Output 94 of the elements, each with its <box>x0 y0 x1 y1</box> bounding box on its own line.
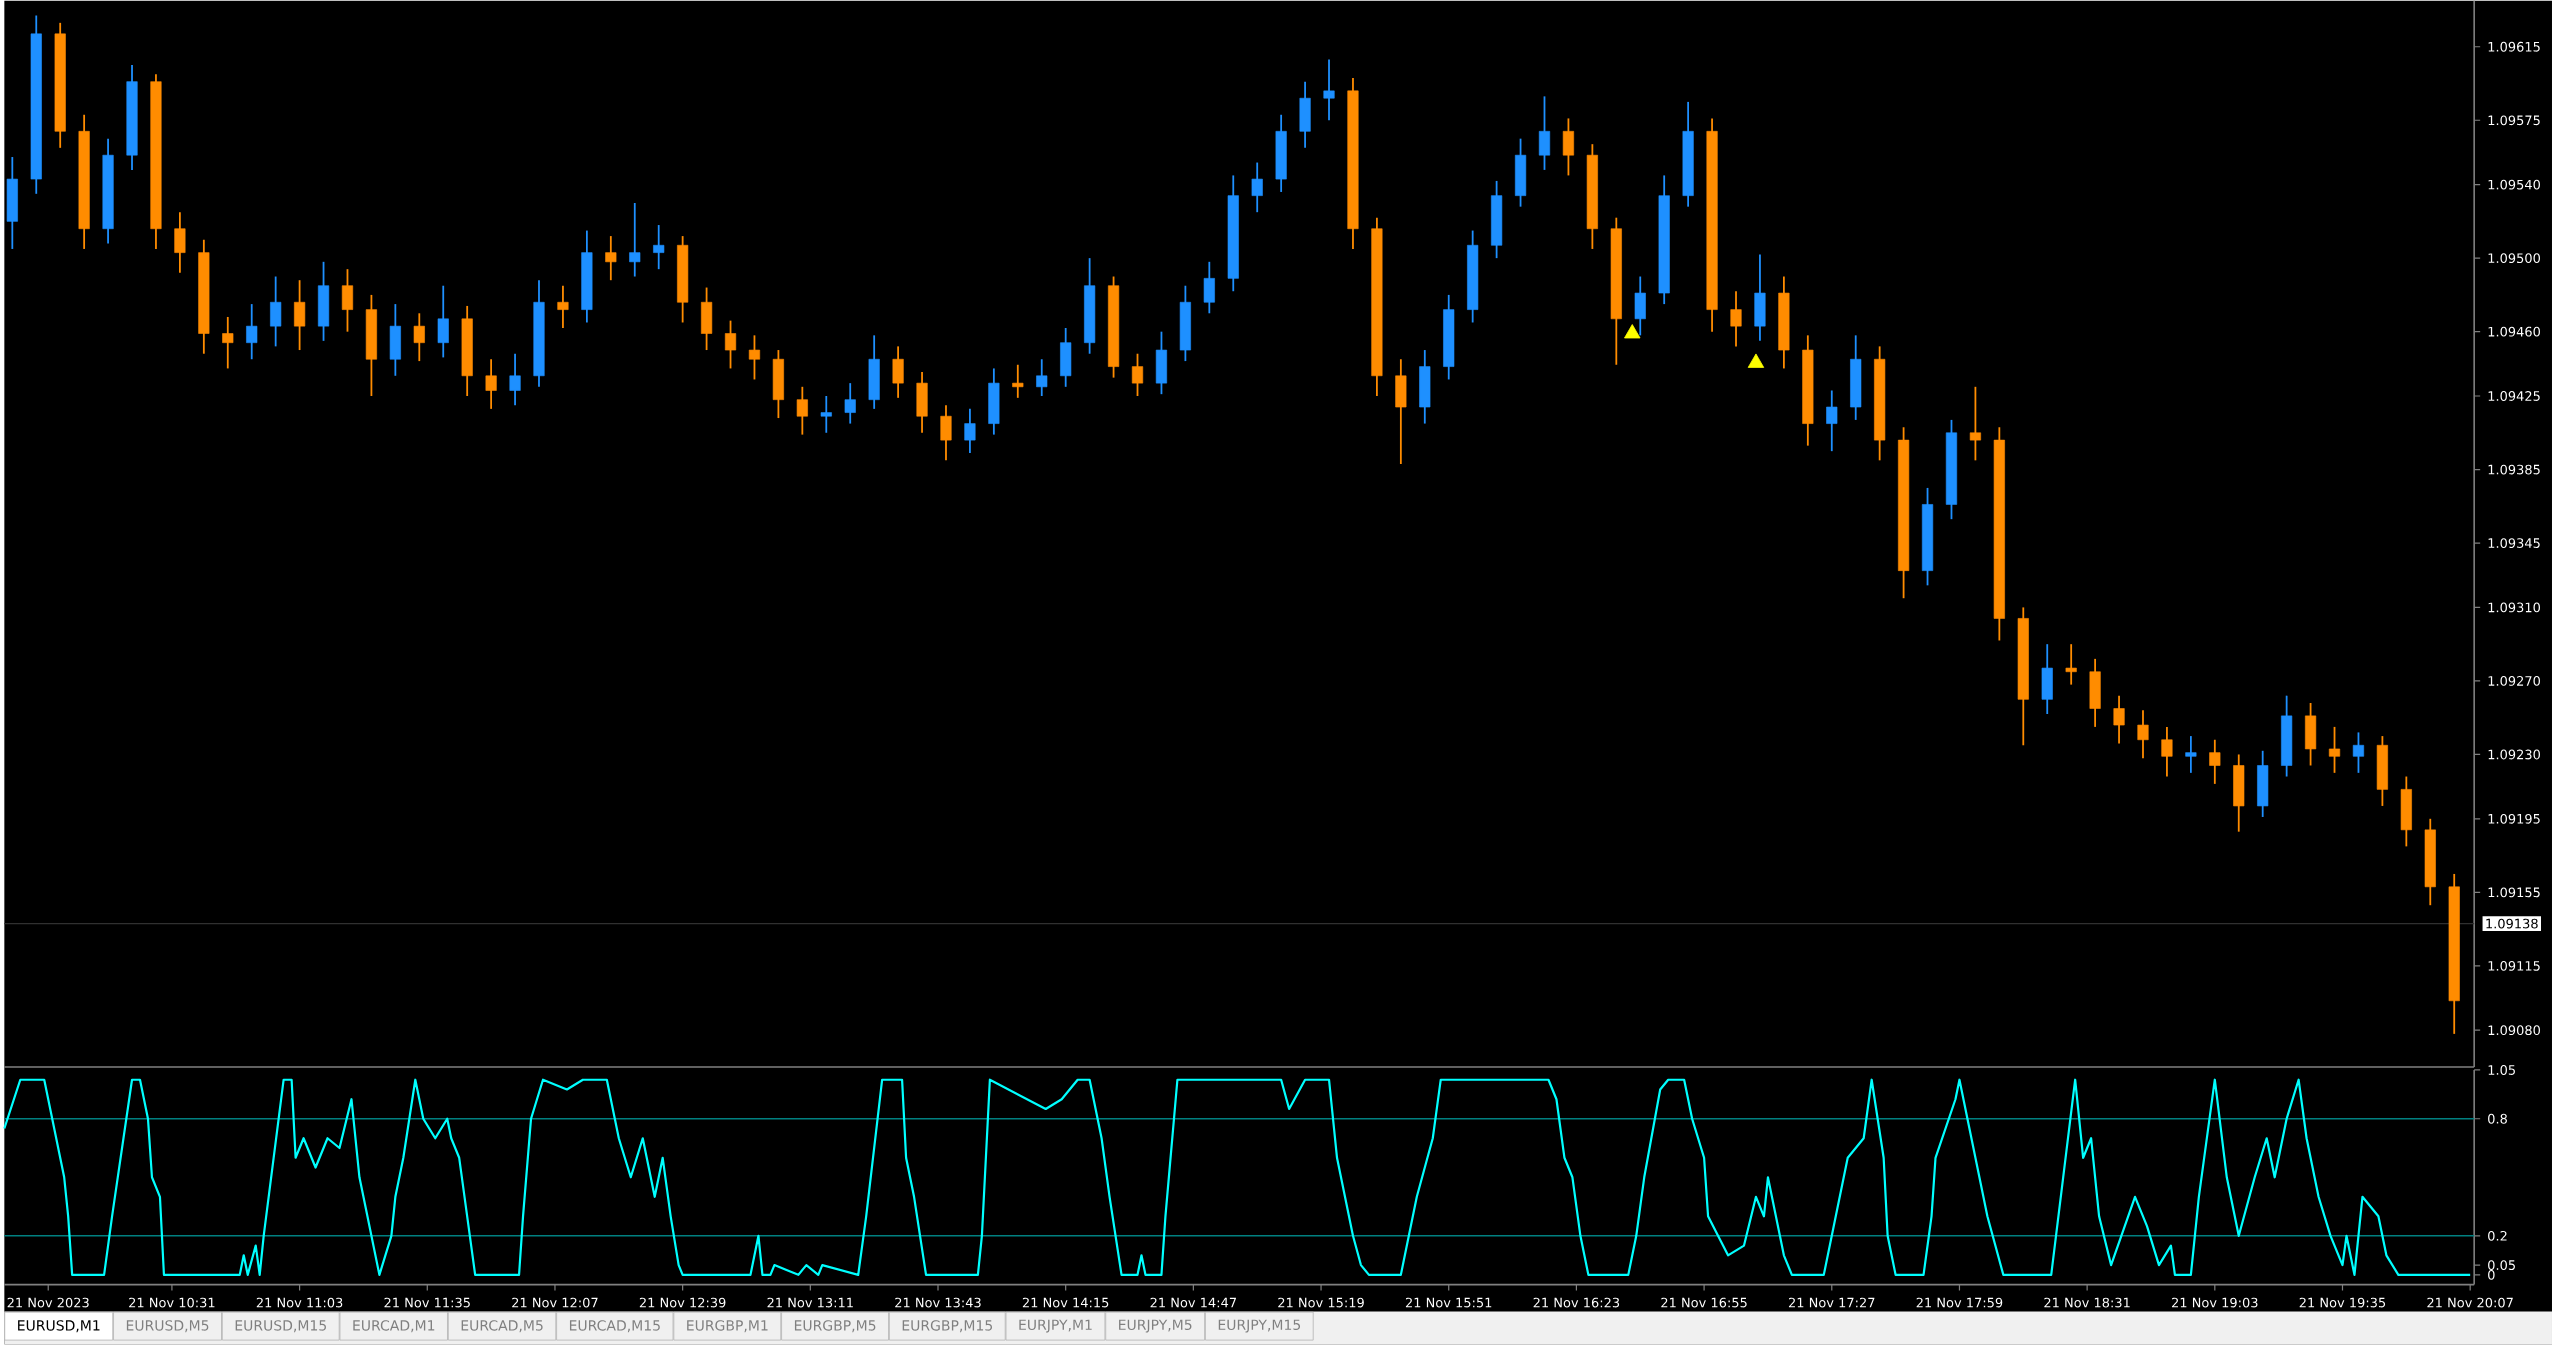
y-tick-label: 1.09615 <box>2488 42 2540 52</box>
candlestick <box>1131 353 1144 398</box>
text: EURCAD,M1 <box>353 1320 435 1333</box>
candlestick <box>796 386 808 436</box>
candlestick <box>246 303 258 361</box>
x-tick-label: 21 Nov 16:55 <box>1661 1297 1747 1308</box>
candlestick <box>557 285 569 330</box>
candlestick <box>892 345 904 399</box>
candlestick <box>605 235 617 282</box>
x-tick-label: 21 Nov 19:03 <box>2172 1297 2258 1308</box>
candlestick <box>2113 694 2125 745</box>
x-tick-label: 21 Nov 17:27 <box>1788 1297 1875 1308</box>
candlestick <box>509 353 521 407</box>
candlestick <box>820 395 832 434</box>
candlestick <box>2137 709 2149 760</box>
x-tick-label: 21 Nov 14:47 <box>1150 1297 1236 1308</box>
candlestick <box>174 211 186 274</box>
candlestick <box>294 279 306 352</box>
candlestick <box>1969 386 1981 462</box>
text: EURJPY,M15 <box>1218 1319 1301 1333</box>
text: EURGBP,M1 <box>687 1320 768 1333</box>
y-tick-label: 1.09575 <box>2488 115 2540 126</box>
candlestick <box>1203 261 1215 315</box>
x-tick-label: 21 Nov 17:59 <box>1916 1297 2003 1308</box>
text: EURJPY,M5 <box>1119 1319 1192 1333</box>
y-tick-label: 1.09345 <box>2488 538 2540 549</box>
candlestick <box>2161 726 2173 778</box>
candlestick <box>2328 726 2341 774</box>
x-tick-label: 21 Nov 10:31 <box>129 1297 215 1308</box>
y-tick-label: 1.09385 <box>2488 464 2540 475</box>
y-tick-label: 1.09195 <box>2488 814 2540 824</box>
candlestick <box>413 312 425 363</box>
candlestick <box>1730 290 1742 348</box>
candlestick <box>485 358 497 411</box>
text: EURUSD,M15 <box>235 1320 326 1333</box>
candlestick <box>1538 95 1551 172</box>
candlestick <box>2185 735 2197 774</box>
candlestick <box>1562 117 1574 177</box>
x-tick-label: 21 Nov 19:35 <box>2299 1297 2386 1308</box>
candlestick <box>2065 643 2077 686</box>
candlestick <box>1036 358 1048 398</box>
x-tick-label: 21 Nov 16:23 <box>1533 1297 1620 1308</box>
candlestick <box>437 285 449 359</box>
candlestick <box>964 408 976 455</box>
candlestick <box>653 224 665 271</box>
text: EURUSD,M5 <box>126 1320 209 1333</box>
x-tick-label: 21 Nov 18:31 <box>2044 1297 2130 1308</box>
candlestick <box>724 319 737 370</box>
candlestick <box>629 202 641 278</box>
x-tick-label: 21 Nov 15:51 <box>1405 1297 1492 1308</box>
y-tick-label: 1.09540 <box>2488 179 2540 190</box>
y-tick-label: 1.09310 <box>2488 602 2540 613</box>
text: EURCAD,M5 <box>461 1320 543 1333</box>
candlestick <box>1251 161 1263 214</box>
x-tick-label: 21 Nov 12:39 <box>639 1297 726 1308</box>
y-tick-label: 1.09230 <box>2488 749 2540 760</box>
candlestick <box>222 316 234 370</box>
y-tick-label: 0.2 <box>2488 1231 2507 1241</box>
x-tick-label: 21 Nov 15:19 <box>1278 1297 1364 1308</box>
x-tick-label: 21 Nov 14:15 <box>1022 1297 1109 1308</box>
y-tick-label: 1.09115 <box>2488 961 2540 972</box>
candlestick <box>1012 364 1024 399</box>
text: EURUSD,M1 <box>18 1320 100 1333</box>
x-tick-label: 21 Nov 13:43 <box>895 1297 981 1308</box>
x-tick-label: 21 Nov 11:03 <box>256 1297 343 1308</box>
y-tick-label: 1.09270 <box>2488 676 2540 687</box>
y-tick-label: 1.09500 <box>2488 253 2540 264</box>
x-tick-label: 21 Nov 20:07 <box>2427 1297 2513 1308</box>
candlestick <box>1323 58 1335 122</box>
candlestick <box>341 268 354 333</box>
x-tick-label: 21 Nov 2023 <box>7 1297 89 1308</box>
text: EURGBP,M5 <box>794 1320 876 1333</box>
candlestick <box>748 334 761 381</box>
y-tick-label: 1.09425 <box>2488 391 2540 402</box>
candlestick <box>2209 739 2221 786</box>
candlestick <box>1826 389 1838 453</box>
y-tick-label: 0 <box>2488 1270 2495 1281</box>
candlestick <box>2352 731 2365 774</box>
y-tick-label: 0.05 <box>2488 1260 2515 1271</box>
y-tick-label: 0.8 <box>2488 1114 2507 1124</box>
candlestick <box>844 382 856 425</box>
y-tick-label: 1.09460 <box>2488 327 2540 337</box>
text: EURCAD,M15 <box>569 1320 660 1333</box>
text: EURJPY,M1 <box>1019 1319 1092 1333</box>
y-tick-label: 1.05 <box>2488 1065 2515 1076</box>
text: EURGBP,M15 <box>902 1320 993 1333</box>
candlestick <box>270 275 282 348</box>
y-tick-label: 1.09080 <box>2488 1025 2540 1036</box>
y-tick-label: 1.09155 <box>2488 887 2540 898</box>
x-tick-label: 21 Nov 12:07 <box>512 1297 598 1308</box>
candlestick <box>940 404 952 462</box>
x-tick-label: 21 Nov 13:11 <box>767 1297 853 1308</box>
ref-line-label: 1.09138 <box>2486 918 2538 929</box>
x-tick-label: 21 Nov 11:35 <box>384 1297 470 1308</box>
